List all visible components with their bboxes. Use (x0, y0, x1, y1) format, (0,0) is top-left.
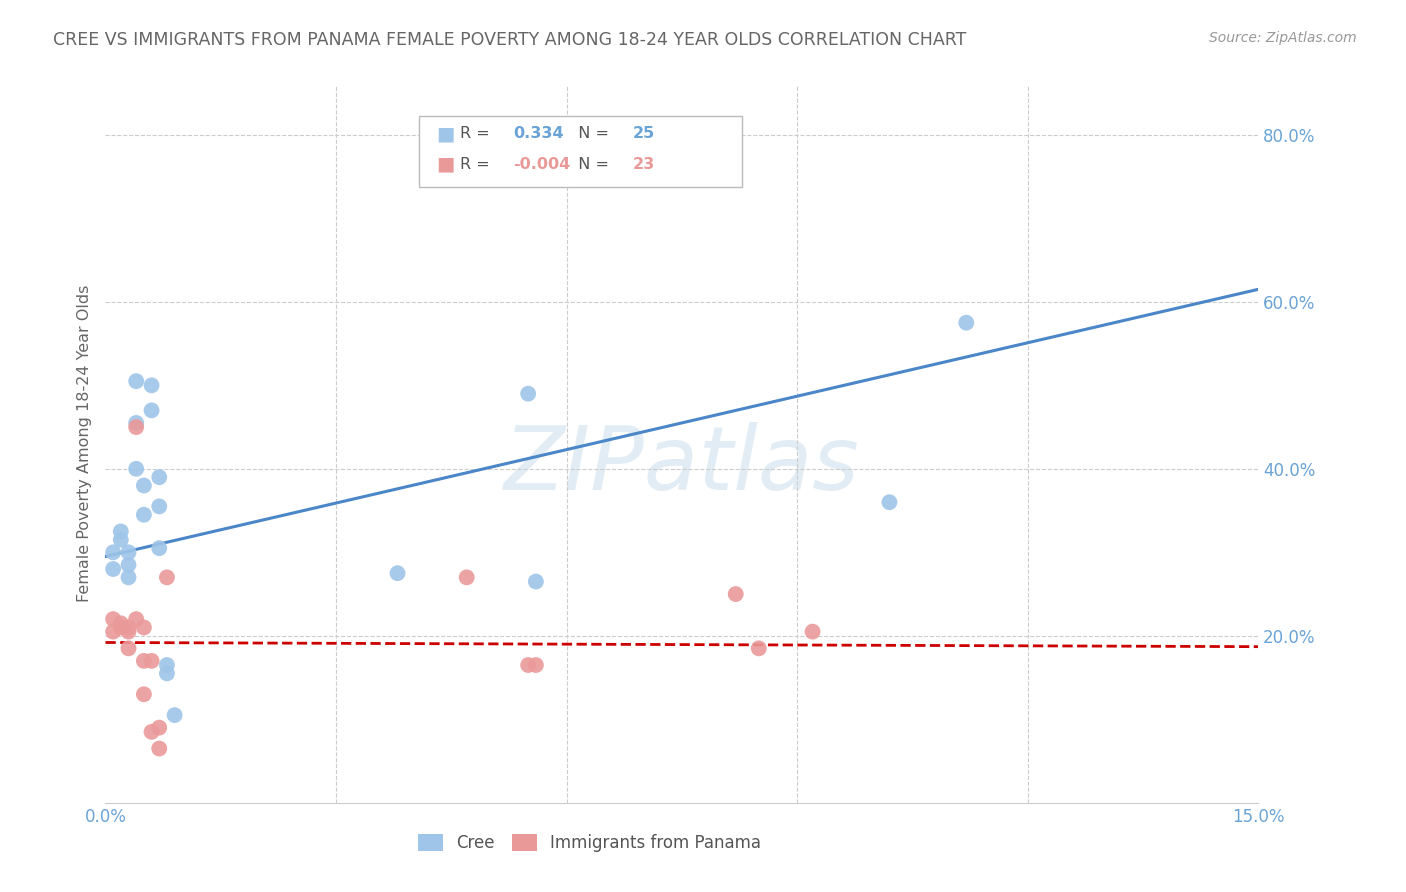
Point (110, 533, 132, 547)
Point (101, 624, 124, 639)
Point (141, 403, 163, 417)
Point (156, 658, 179, 673)
Text: Source: ZipAtlas.com: Source: ZipAtlas.com (1209, 31, 1357, 45)
Point (117, 558, 139, 572)
Point (156, 666, 179, 681)
Y-axis label: Female Poverty Among 18-24 Year Olds: Female Poverty Among 18-24 Year Olds (76, 285, 91, 602)
Point (101, 612, 124, 626)
Point (148, 470, 170, 484)
Point (125, 462, 148, 476)
Point (156, 570, 179, 584)
Text: N =: N = (568, 157, 614, 171)
Text: R =: R = (460, 127, 495, 141)
Text: ■: ■ (436, 124, 454, 144)
Point (141, 724, 163, 739)
Point (163, 708, 186, 723)
Text: ■: ■ (436, 154, 454, 174)
Point (101, 562, 124, 576)
Point (456, 570, 478, 584)
Text: 25: 25 (633, 127, 655, 141)
Text: R =: R = (460, 157, 495, 171)
Text: -0.004: -0.004 (513, 157, 571, 171)
Point (148, 741, 170, 756)
Point (132, 508, 155, 522)
Point (724, 587, 747, 601)
Point (148, 541, 170, 556)
Point (110, 620, 132, 634)
Text: 0.334: 0.334 (513, 127, 564, 141)
Point (524, 574, 547, 589)
Point (110, 524, 132, 539)
Point (101, 545, 124, 559)
Point (387, 566, 409, 581)
Point (748, 641, 770, 656)
Point (117, 570, 139, 584)
Text: CREE VS IMMIGRANTS FROM PANAMA FEMALE POVERTY AMONG 18-24 YEAR OLDS CORRELATION : CREE VS IMMIGRANTS FROM PANAMA FEMALE PO… (53, 31, 967, 49)
Point (141, 654, 163, 668)
Point (132, 478, 155, 492)
Point (117, 641, 139, 656)
Point (879, 495, 901, 509)
Point (125, 612, 148, 626)
Point (148, 500, 170, 514)
Point (801, 624, 824, 639)
Point (141, 378, 163, 392)
Text: ZIPatlas: ZIPatlas (505, 422, 859, 508)
Text: 23: 23 (633, 157, 655, 171)
Point (125, 416, 148, 430)
Point (132, 687, 155, 701)
Point (117, 624, 139, 639)
Point (148, 721, 170, 735)
Point (110, 616, 132, 631)
Point (117, 545, 139, 559)
Point (524, 658, 547, 673)
Point (132, 654, 155, 668)
Legend: Cree, Immigrants from Panama: Cree, Immigrants from Panama (412, 828, 768, 859)
Text: N =: N = (568, 127, 614, 141)
Point (125, 374, 148, 388)
Point (117, 620, 139, 634)
Point (517, 386, 540, 401)
Point (955, 316, 977, 330)
Point (125, 420, 148, 434)
Point (517, 658, 540, 673)
Point (132, 620, 155, 634)
